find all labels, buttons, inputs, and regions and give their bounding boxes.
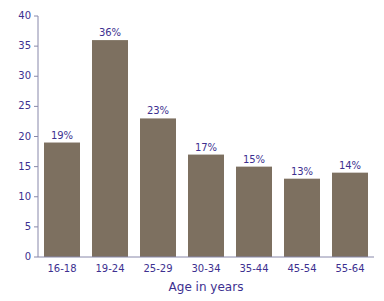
chart-svg: 0 5 10 15 20 25 30 35 40 19% 36% 23% 17% 15% 13% 14% 16-…: [0, 0, 384, 301]
bars: [44, 40, 368, 257]
y-tick-label: 20: [18, 131, 31, 142]
x-tick-label: 19-24: [95, 263, 124, 274]
y-tick-label: 0: [25, 251, 31, 262]
y-axis: 0 5 10 15 20 25 30 35 40: [18, 10, 38, 262]
y-axis-line: [38, 16, 39, 257]
data-label: 23%: [147, 105, 169, 116]
x-tick-label: 45-54: [287, 263, 316, 274]
chart-container: 0 5 10 15 20 25 30 35 40 19% 36% 23% 17% 15% 13% 14% 16-…: [0, 0, 384, 301]
bar: [140, 118, 176, 257]
x-axis-line: [38, 257, 374, 258]
y-tick: [34, 257, 38, 258]
bar: [188, 155, 224, 257]
y-tick: [34, 196, 38, 197]
data-label: 17%: [195, 142, 217, 153]
bar: [92, 40, 128, 257]
y-tick-label: 5: [25, 221, 31, 232]
y-tick-label: 35: [18, 40, 31, 51]
x-tick-label: 35-44: [239, 263, 268, 274]
y-tick: [34, 166, 38, 167]
data-label: 36%: [99, 27, 121, 38]
y-tick: [34, 226, 38, 227]
data-labels: 19% 36% 23% 17% 15% 13% 14%: [51, 27, 361, 177]
bar: [332, 173, 368, 257]
bar: [44, 143, 80, 257]
x-axis: 16-18 19-24 25-29 30-34 35-44 45-54 55-64: [47, 263, 364, 274]
data-label: 13%: [291, 166, 313, 177]
y-tick: [34, 106, 38, 107]
x-axis-label: Age in years: [169, 280, 244, 294]
y-tick-label: 30: [18, 70, 31, 81]
y-tick: [34, 46, 38, 47]
y-tick-label: 25: [18, 100, 31, 111]
y-tick: [34, 136, 38, 137]
bar: [236, 167, 272, 257]
x-tick-label: 55-64: [335, 263, 364, 274]
data-label: 14%: [339, 160, 361, 171]
y-tick-label: 15: [18, 161, 31, 172]
bar: [284, 179, 320, 257]
data-label: 15%: [243, 154, 265, 165]
x-tick-label: 16-18: [47, 263, 76, 274]
x-tick-label: 25-29: [143, 263, 172, 274]
y-tick: [34, 16, 38, 17]
data-label: 19%: [51, 130, 73, 141]
y-tick-label: 40: [18, 10, 31, 21]
x-tick-label: 30-34: [191, 263, 220, 274]
y-tick-label: 10: [18, 191, 31, 202]
y-tick: [34, 76, 38, 77]
